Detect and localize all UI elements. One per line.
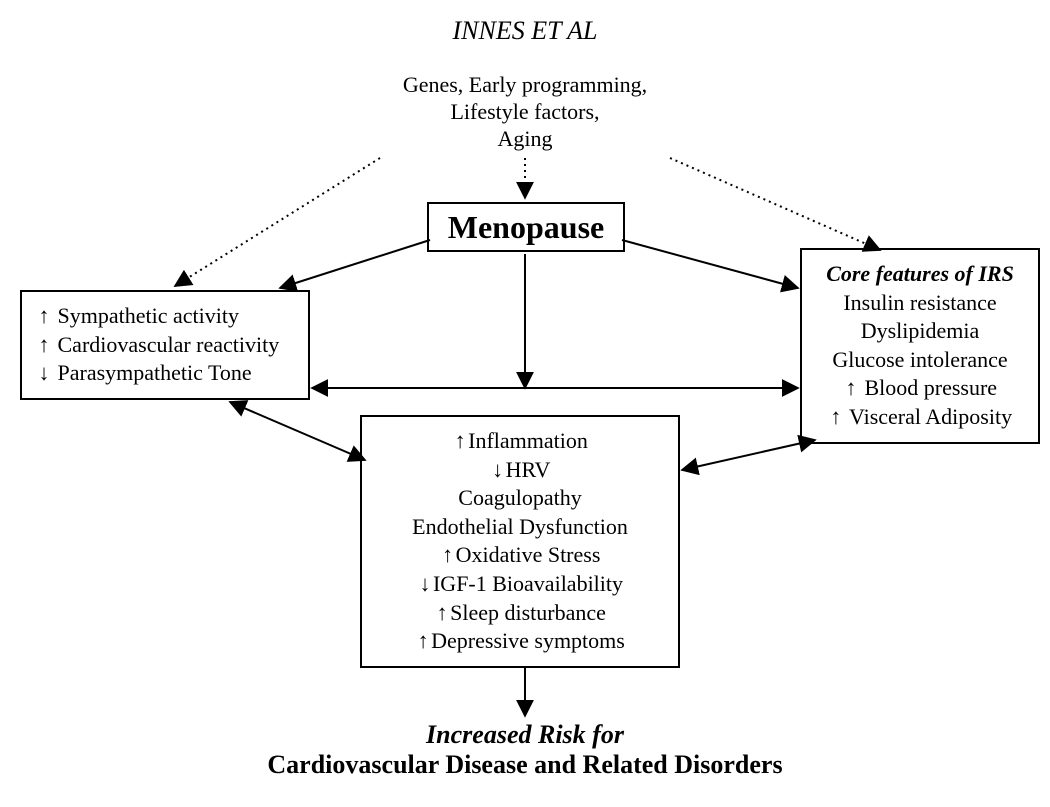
node-menopause: Menopause	[427, 202, 625, 252]
footer-conclusion: Increased Risk for Cardiovascular Diseas…	[0, 720, 1050, 780]
list-item: ↑ Visceral Adiposity	[816, 403, 1024, 432]
edge	[622, 240, 798, 288]
edge	[280, 240, 430, 288]
edge	[682, 440, 815, 470]
list-item: ↑Depressive symptoms	[376, 627, 664, 656]
list-item: Dyslipidemia	[816, 317, 1024, 346]
list-item: Coagulopathy	[376, 484, 664, 513]
up-arrow-icon: ↑	[36, 331, 52, 360]
item-text: Oxidative Stress	[456, 542, 601, 567]
node-center: ↑Inflammation ↓HRV Coagulopathy Endothel…	[360, 415, 680, 668]
list-item: ↑ Cardiovascular reactivity	[36, 331, 294, 360]
item-text: Sleep disturbance	[450, 600, 606, 625]
top-factors-line: Lifestyle factors,	[0, 99, 1050, 126]
node-right-title: Core features of IRS	[816, 260, 1024, 289]
item-text: Depressive symptoms	[431, 628, 625, 653]
top-factors-line: Aging	[0, 126, 1050, 153]
item-text: Inflammation	[468, 428, 588, 453]
up-arrow-icon: ↑	[843, 374, 859, 403]
item-text: Cardiovascular reactivity	[58, 332, 280, 357]
edge	[175, 158, 380, 286]
up-arrow-icon: ↑	[415, 627, 431, 656]
node-menopause-label: Menopause	[448, 208, 604, 246]
list-item: ↑Inflammation	[376, 427, 664, 456]
list-item: Glucose intolerance	[816, 346, 1024, 375]
node-left: ↑ Sympathetic activity ↑ Cardiovascular …	[20, 290, 310, 400]
item-text: Dyslipidemia	[861, 318, 980, 343]
footer-line2: Cardiovascular Disease and Related Disor…	[0, 750, 1050, 780]
down-arrow-icon: ↓	[36, 359, 52, 388]
item-text: Blood pressure	[864, 375, 997, 400]
up-arrow-icon: ↑	[452, 427, 468, 456]
edge	[670, 158, 880, 250]
list-item: ↓HRV	[376, 456, 664, 485]
up-arrow-icon: ↑	[440, 541, 456, 570]
footer-line1: Increased Risk for	[0, 720, 1050, 750]
item-text: Glucose intolerance	[832, 347, 1007, 372]
item-text: IGF-1 Bioavailability	[433, 571, 623, 596]
list-item: Insulin resistance	[816, 289, 1024, 318]
list-item: ↑Oxidative Stress	[376, 541, 664, 570]
item-text: Visceral Adiposity	[849, 404, 1012, 429]
list-item: ↓ Parasympathetic Tone	[36, 359, 294, 388]
list-item: ↑ Sympathetic activity	[36, 302, 294, 331]
up-arrow-icon: ↑	[36, 302, 52, 331]
item-text: Coagulopathy	[458, 485, 581, 510]
top-factors-line: Genes, Early programming,	[0, 72, 1050, 99]
list-item: ↓IGF-1 Bioavailability	[376, 570, 664, 599]
up-arrow-icon: ↑	[434, 599, 450, 628]
list-item: ↑Sleep disturbance	[376, 599, 664, 628]
list-item: Endothelial Dysfunction	[376, 513, 664, 542]
page-header: INNES ET AL	[0, 16, 1050, 46]
item-text: Sympathetic activity	[58, 303, 239, 328]
top-factors-text: Genes, Early programming, Lifestyle fact…	[0, 72, 1050, 152]
item-text: Parasympathetic Tone	[58, 360, 252, 385]
down-arrow-icon: ↓	[490, 456, 506, 485]
up-arrow-icon: ↑	[828, 403, 844, 432]
list-item: ↑ Blood pressure	[816, 374, 1024, 403]
item-text: Insulin resistance	[843, 290, 996, 315]
diagram-canvas: INNES ET AL Genes, Early programming, Li…	[0, 0, 1050, 807]
item-text: Endothelial Dysfunction	[412, 514, 628, 539]
node-right: Core features of IRS Insulin resistance …	[800, 248, 1040, 444]
item-text: HRV	[506, 457, 551, 482]
down-arrow-icon: ↓	[417, 570, 433, 599]
edge	[230, 402, 365, 460]
